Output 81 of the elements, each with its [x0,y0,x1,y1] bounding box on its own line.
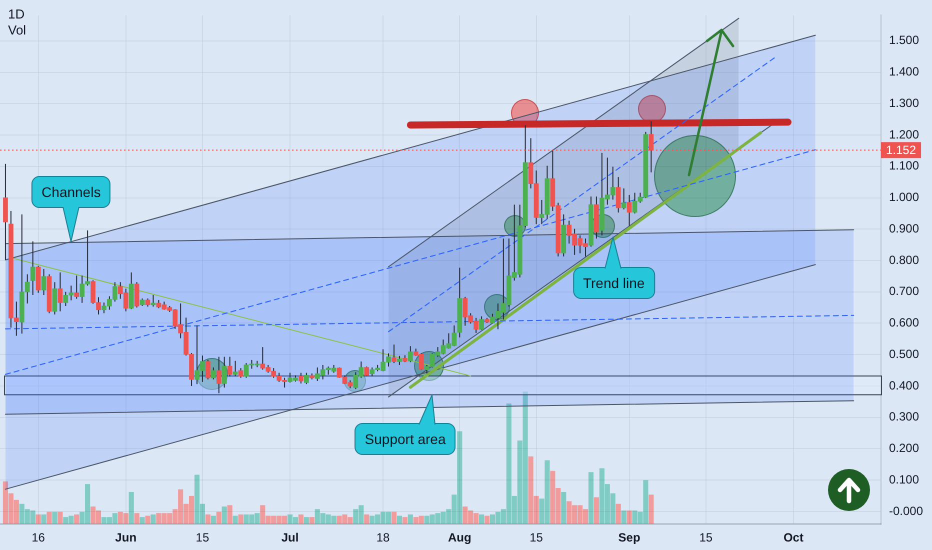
bar [594,497,599,524]
ref-line-label: 1.152 [886,142,916,157]
chart-title: 1D [8,6,25,22]
y-tick-label: 0.400 [889,378,920,392]
candlestick [30,240,36,296]
bar [36,514,41,524]
bar [484,516,490,524]
bar [621,510,626,524]
y-tick-label: 1.300 [889,96,920,110]
y-tick-label: 1.500 [889,33,920,48]
x-tick-label: 18 [376,530,390,545]
candlestick [621,188,626,210]
y-tick-label: 0.700 [889,284,920,298]
candlestick [626,194,632,226]
candlestick [134,282,140,308]
bar [304,517,309,524]
candlestick [616,176,621,214]
candlestick [479,316,484,330]
candlestick [36,265,41,294]
candlestick [41,268,46,296]
bar [648,494,654,524]
candlestick [74,275,80,300]
x-tick-label: 15 [699,530,713,545]
y-tick-label: 1.400 [889,64,920,79]
bar [58,512,63,524]
bar [588,472,594,524]
bar [396,516,402,524]
x-tick-label: Aug [448,530,472,545]
y-tick-label: 0.100 [889,472,920,486]
y-tick-label: 1.100 [889,158,920,173]
bar [205,514,210,524]
annotation: Channels [32,176,111,208]
bar [298,514,304,524]
bar [128,492,134,524]
bar [391,512,397,524]
bar [479,514,484,524]
bar [134,513,140,524]
candlestick [408,346,413,363]
bar [41,514,46,524]
bar [210,516,216,524]
bar [616,504,621,524]
y-tick-label: 0.800 [889,252,920,267]
candlestick [52,282,58,315]
y-tick-label: 0.900 [889,221,920,236]
bar [227,505,232,524]
candlestick [392,344,396,364]
candlestick [397,355,402,366]
bar [216,512,222,524]
bar [145,516,150,524]
bar [52,512,58,524]
candlestick [58,272,63,312]
bar [402,517,408,524]
bar [232,516,238,524]
y-tick-label: 1.000 [889,190,920,204]
y-tick-label: 0.600 [889,316,920,330]
bar [238,514,244,524]
bar [626,510,632,524]
x-tick-label: 15 [530,530,544,545]
chart-title: Vol [8,22,26,38]
y-tick-label: 1.200 [889,127,920,142]
y-tick-label: 0.500 [889,346,920,361]
x-tick-label: 15 [196,530,210,545]
bar [46,512,52,524]
bar [140,517,145,524]
bar [309,517,314,524]
y-tick-label: 0.300 [889,410,920,424]
y-tick-label: -0.000 [889,504,924,518]
x-tick-label: 16 [32,530,46,545]
bar [222,506,227,524]
annotation: Support area [354,422,456,455]
x-tick-label: Jun [115,530,137,545]
bar [74,514,80,524]
bar [561,492,566,524]
x-tick-label: Oct [783,530,804,545]
bar [364,514,370,524]
bar [408,514,413,524]
x-tick-label: Sep [618,530,640,545]
bar [150,514,156,524]
annotation: Trend line [572,266,655,299]
y-tick-label: 0.200 [889,441,920,456]
x-tick-label: Jul [281,530,299,545]
